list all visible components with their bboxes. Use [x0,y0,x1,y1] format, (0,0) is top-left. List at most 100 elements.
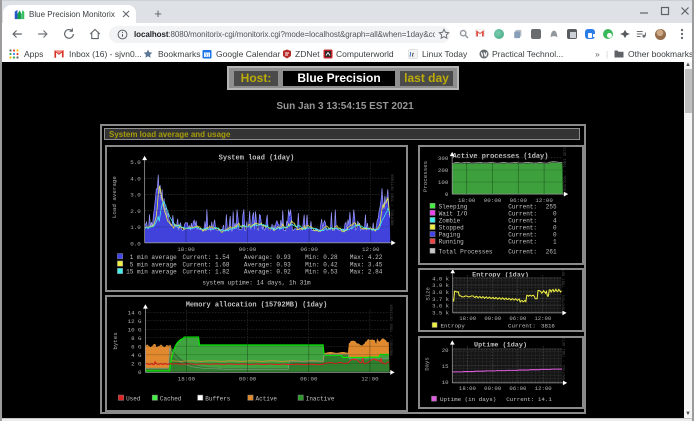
svg-text:Current:: Current: [508,210,537,217]
svg-text:18:00: 18:00 [459,315,476,322]
svg-text:Buffers: Buffers [205,395,230,402]
svg-text:1: 1 [552,238,556,245]
svg-text:3.6 k: 3.6 k [432,302,449,309]
svg-text:Zombie: Zombie [438,217,460,224]
svg-text:8 G: 8 G [131,334,142,341]
svg-text:Running: Running [438,238,464,245]
svg-text:Current: 14.1: Current: 14.1 [506,396,552,403]
svg-text:Max: 4.22: Max: 4.22 [349,253,382,260]
svg-text:5.0: 5.0 [130,159,141,166]
svg-text:RRDTOOL / TOBI OETIKER: RRDTOOL / TOBI OETIKER [561,336,566,380]
svg-text:Current:: Current: [508,224,537,231]
svg-text:0: 0 [552,231,556,238]
svg-text:Uptime (in days): Uptime (in days) [440,396,496,403]
svg-text:06:00: 06:00 [509,315,526,322]
svg-text:12:00: 12:00 [534,385,552,392]
svg-text:00:00: 00:00 [238,246,256,253]
svg-text:Current:: Current: [508,217,537,224]
svg-text:00:00: 00:00 [238,375,256,382]
svg-text:RRDTOOL / TOBI OETIKER: RRDTOOL / TOBI OETIKER [390,173,395,225]
svg-text:Min: 0.42: Min: 0.42 [305,261,338,268]
svg-text:261: 261 [545,248,556,255]
svg-text:18:00: 18:00 [177,375,195,382]
svg-text:System load (1day): System load (1day) [218,154,294,162]
svg-text:2 G: 2 G [131,360,142,367]
svg-text:3.5 k: 3.5 k [432,309,449,316]
svg-text:Current: 1.82: Current: 1.82 [182,268,229,275]
svg-text:Stopped: Stopped [438,224,464,231]
svg-text:Average: 0.93: Average: 0.93 [243,261,290,268]
svg-text:Inactive: Inactive [305,395,334,402]
svg-text:Sleeping: Sleeping [438,203,467,210]
svg-text:Entropy: Entropy [440,322,465,329]
svg-text:0.0: 0.0 [130,240,141,247]
svg-text:300: 300 [437,154,448,161]
svg-text:Cached: Cached [159,395,181,402]
svg-text:12:00: 12:00 [535,197,553,204]
svg-text:Average: 0.93: Average: 0.93 [243,253,290,260]
svg-text:00:00: 00:00 [484,385,502,392]
svg-text:4 G: 4 G [131,351,142,358]
svg-text:t: t [412,52,414,58]
svg-text:3.7 k: 3.7 k [432,295,449,302]
svg-text:Processes: Processes [422,160,429,191]
svg-text:Current: 1.68: Current: 1.68 [182,261,229,268]
svg-text:Current:: Current: [508,248,537,255]
svg-text:Current: 1.54: Current: 1.54 [182,253,229,260]
svg-text:3816: 3816 [540,322,554,329]
svg-text:bytes: bytes [111,332,118,349]
svg-text:Average: 0.92: Average: 0.92 [243,268,290,275]
svg-text:Wait I/O: Wait I/O [438,210,467,217]
svg-text:200: 200 [437,167,448,174]
svg-text:Current:: Current: [508,231,537,238]
svg-text:Size: Size [424,287,431,300]
svg-text:Memory allocation (15792MB) (: Memory allocation (15792MB) (1day) [185,301,327,309]
svg-text:RRDTOOL / TOBI OETIKER: RRDTOOL / TOBI OETIKER [561,268,566,310]
svg-text:system uptime: 14 days, 1h 31m: system uptime: 14 days, 1h 31m [202,279,311,286]
svg-text:0: 0 [552,224,556,231]
svg-text:00:00: 00:00 [483,197,501,204]
svg-text:15: 15 [441,362,448,369]
svg-text:2.0: 2.0 [130,207,141,214]
svg-text:RRDTOOL / TOBI OETIKER: RRDTOOL / TOBI OETIKER [389,303,394,355]
svg-text:100: 100 [437,179,448,186]
svg-text:Active processes (1day): Active processes (1day) [452,153,548,161]
svg-text:0: 0 [138,368,142,375]
svg-text:1 min average: 1 min average [126,253,177,260]
svg-text:4.0: 4.0 [130,175,141,182]
svg-text:12 G: 12 G [127,317,141,324]
svg-text:Max: 2.84: Max: 2.84 [349,268,382,275]
svg-text:18:00: 18:00 [177,246,195,253]
svg-text:Max: 3.45: Max: 3.45 [349,261,382,268]
svg-text:14 G: 14 G [127,309,141,316]
svg-text:RRDTOOL / TOBI OETIKER: RRDTOOL / TOBI OETIKER [563,145,568,191]
svg-text:Min: 0.28: Min: 0.28 [305,253,338,260]
svg-text:4: 4 [552,217,556,224]
svg-text:3.8 k: 3.8 k [432,289,449,296]
svg-text:Current:: Current: [508,238,537,245]
svg-text:Total Processes: Total Processes [438,248,492,255]
svg-text:Days: Days [423,357,430,371]
svg-text:Entropy (1day): Entropy (1day) [472,271,529,279]
svg-text:Paging: Paging [438,231,460,238]
svg-text:5 min average: 5 min average [126,261,177,268]
svg-text:l: l [410,52,412,58]
svg-text:3.0: 3.0 [130,191,141,198]
svg-text:31: 31 [204,52,210,57]
svg-text:3.9 k: 3.9 k [432,282,449,289]
svg-text:06:00: 06:00 [300,246,318,253]
svg-text:06:00: 06:00 [509,197,527,204]
svg-text:1.0: 1.0 [130,224,141,231]
svg-text:Min: 0.53: Min: 0.53 [305,268,338,275]
svg-text:15 min average: 15 min average [126,268,177,275]
svg-text:10 G: 10 G [127,326,141,333]
svg-text:0: 0 [444,191,448,198]
svg-text:Active: Active [255,395,277,402]
svg-text:20: 20 [441,346,448,353]
svg-text:00:00: 00:00 [484,315,501,322]
svg-text:06:00: 06:00 [509,385,527,392]
svg-text:Load average: Load average [110,175,117,217]
svg-text:4.0 k: 4.0 k [432,275,449,282]
svg-text:12:00: 12:00 [361,375,379,382]
svg-text:18:00: 18:00 [458,385,476,392]
